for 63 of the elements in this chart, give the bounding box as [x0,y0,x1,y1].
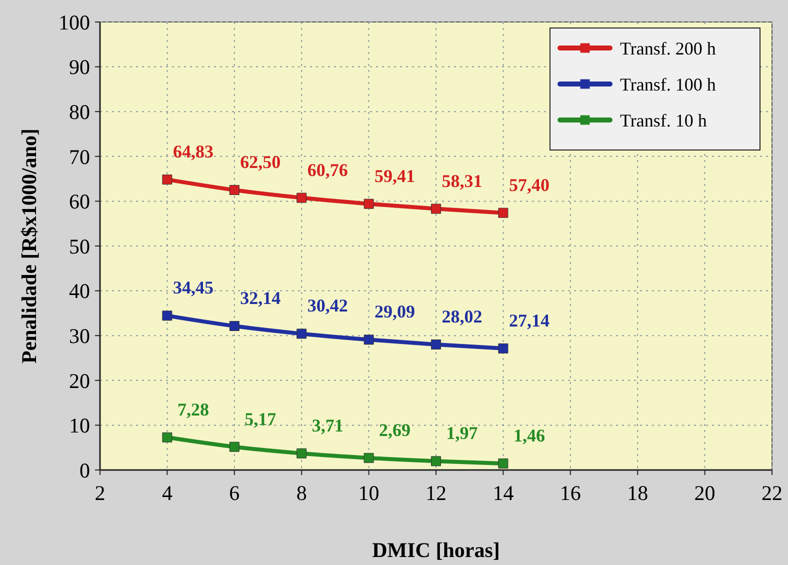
legend-label: Transf. 200 h [620,38,716,58]
point [364,198,374,209]
y-tick-label: 30 [69,324,90,348]
y-tick-label: 0 [80,458,90,482]
x-tick-label: 22 [762,481,782,505]
data-label: 34,45 [172,278,214,298]
y-tick-label: 100 [58,10,90,34]
data-label: 60,76 [307,160,348,180]
data-label: 27,14 [508,310,550,330]
x-tick-label: 10 [358,481,380,505]
data-label: 29,09 [374,302,416,322]
y-tick-label: 50 [69,234,90,258]
data-label: 30,42 [307,296,348,316]
y-tick-label: 10 [69,414,90,438]
point [296,192,307,203]
x-tick-label: 2 [94,481,106,505]
data-label: 1,97 [446,423,478,444]
point [364,334,374,345]
data-label: 58,31 [442,170,482,191]
data-label: 28,02 [442,306,482,326]
y-tick-label: 40 [69,279,90,304]
point [229,185,240,195]
x-tick-label: 6 [229,481,240,505]
point [498,458,508,468]
data-label: 7,28 [177,399,209,420]
y-axis-title: Penalidade [R$x1000/ano] [17,128,41,364]
point [431,456,441,466]
point [162,432,172,442]
point [296,328,307,339]
x-tick-label: 18 [627,481,648,505]
data-label: 32,14 [240,288,281,308]
point [498,208,508,218]
data-label: 1,46 [513,425,545,446]
x-tick-label: 8 [296,481,307,505]
data-label: 5,17 [244,408,276,429]
data-label: 62,50 [240,152,281,172]
point [431,204,441,214]
point [162,310,172,321]
y-tick-label: 90 [69,55,90,80]
point [229,442,240,452]
point [431,339,441,350]
x-axis-title: DMIC [horas] [372,538,500,562]
point [364,452,374,463]
data-label: 57,40 [508,174,550,195]
point [162,174,172,185]
y-tick-label: 20 [69,368,90,393]
y-tick-label: 70 [69,144,90,169]
point [296,448,307,458]
y-tick-label: 60 [69,190,90,214]
data-label: 2,69 [379,420,411,440]
y-tick-label: 80 [69,100,90,124]
x-tick-label: 12 [426,481,446,505]
data-label: 64,83 [172,142,214,162]
x-tick-label: 4 [162,481,173,505]
legend-label: Transf. 100 h [620,74,716,94]
legend-label: Transf. 10 h [620,110,707,130]
data-label: 3,71 [312,415,344,436]
x-tick-label: 14 [492,481,514,505]
point [229,321,240,332]
data-label: 59,41 [374,166,416,186]
point [498,343,508,354]
x-tick-label: 20 [694,481,716,505]
x-tick-label: 16 [560,481,581,505]
